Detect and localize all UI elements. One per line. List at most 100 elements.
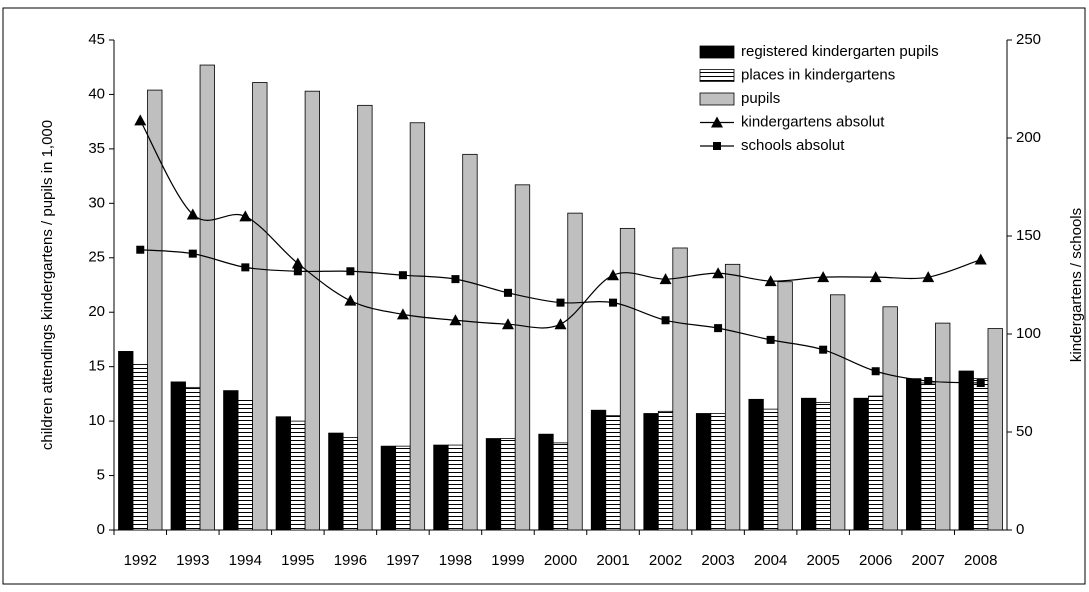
marker-square <box>293 267 302 276</box>
legend-swatch <box>699 69 735 82</box>
x-tick-label: 2001 <box>596 552 629 569</box>
marker-square <box>503 288 512 297</box>
y-tick-label: 40 <box>88 85 105 102</box>
bar <box>275 416 292 531</box>
marker-square <box>241 263 250 272</box>
marker-triangle <box>449 314 462 326</box>
marker-square <box>819 345 828 354</box>
marker-square <box>871 367 880 376</box>
bar <box>724 263 741 531</box>
bar <box>252 82 268 531</box>
x-tick-label: 2006 <box>859 552 892 569</box>
bar <box>987 328 1003 531</box>
bar <box>829 294 846 531</box>
y2-tick-label: 100 <box>1016 325 1041 342</box>
marker-triangle <box>554 318 567 330</box>
bar <box>762 408 779 531</box>
marker-square <box>556 298 565 307</box>
bar <box>290 420 306 531</box>
bar <box>538 433 554 531</box>
bar <box>447 444 464 531</box>
y2-tick-label: 150 <box>1016 227 1041 244</box>
bar <box>170 381 186 531</box>
bar <box>868 395 884 531</box>
x-tick-label: 2003 <box>701 552 734 569</box>
bar <box>237 400 253 531</box>
marker-triangle <box>134 114 147 126</box>
bar <box>643 413 659 531</box>
x-tick-label: 1998 <box>439 552 472 569</box>
bar <box>514 184 531 531</box>
bar <box>433 444 449 531</box>
marker-square <box>766 335 775 344</box>
legend-label: kindergartens absolut <box>741 113 885 130</box>
y2-axis-label: kindergartens / schools <box>1068 208 1085 362</box>
bar <box>185 386 201 531</box>
marker-triangle <box>291 257 304 269</box>
marker-triangle <box>659 273 672 285</box>
bar <box>657 410 674 531</box>
marker-triangle <box>764 275 777 287</box>
bar <box>118 351 134 531</box>
bar <box>920 382 936 531</box>
x-tick-label: 2000 <box>544 552 577 569</box>
bar <box>147 89 163 531</box>
x-tick-label: 1994 <box>229 552 262 569</box>
bar <box>605 415 621 531</box>
x-tick-label: 1997 <box>386 552 419 569</box>
bar <box>815 402 831 531</box>
x-tick-label: 1993 <box>176 552 209 569</box>
marker-square <box>451 275 460 284</box>
bar <box>748 398 764 531</box>
marker-triangle <box>396 308 409 320</box>
x-tick-label: 1992 <box>124 552 157 569</box>
bar <box>710 413 726 531</box>
bar <box>695 413 712 531</box>
bar <box>567 212 583 531</box>
bar <box>935 322 951 531</box>
marker-square <box>346 267 355 276</box>
x-tick-label: 2002 <box>649 552 682 569</box>
marker-triangle <box>344 294 357 306</box>
marker-square <box>661 316 670 325</box>
bar <box>395 445 411 531</box>
bar <box>853 397 869 531</box>
bar <box>973 378 989 531</box>
x-tick-label: 1996 <box>334 552 367 569</box>
bar <box>328 432 344 531</box>
y-tick-label: 35 <box>88 140 105 157</box>
y-tick-label: 5 <box>97 467 105 484</box>
bar <box>485 438 502 531</box>
x-tick-label: 2007 <box>912 552 945 569</box>
legend-swatch <box>699 92 735 106</box>
marker-square <box>976 379 985 387</box>
y2-tick-label: 250 <box>1016 31 1041 48</box>
x-tick-label: 1995 <box>281 552 314 569</box>
bar <box>342 437 359 531</box>
y2-tick-label: 0 <box>1016 521 1024 538</box>
y-tick-label: 25 <box>88 249 105 266</box>
marker-square <box>714 324 723 333</box>
bar <box>500 438 516 531</box>
bar <box>672 247 688 531</box>
legend-label: schools absolut <box>741 137 845 154</box>
y2-tick-label: 50 <box>1016 423 1033 440</box>
bar <box>462 153 478 531</box>
legend-marker <box>713 142 721 150</box>
bar <box>223 390 239 531</box>
y-axis-label: children attendings kindergartens / pupi… <box>39 120 56 450</box>
y2-tick-label: 200 <box>1016 129 1041 146</box>
bar <box>958 370 974 531</box>
marker-triangle <box>501 318 514 330</box>
x-tick-label: 2008 <box>964 552 997 569</box>
bar <box>800 397 817 531</box>
y-tick-label: 15 <box>88 358 105 375</box>
bar <box>882 306 898 531</box>
marker-triangle <box>974 253 987 265</box>
bar <box>357 104 373 531</box>
legend-label: registered kindergarten pupils <box>741 43 939 60</box>
y-tick-label: 20 <box>88 303 105 320</box>
y-tick-label: 10 <box>88 412 105 429</box>
y-tick-label: 30 <box>88 194 105 211</box>
